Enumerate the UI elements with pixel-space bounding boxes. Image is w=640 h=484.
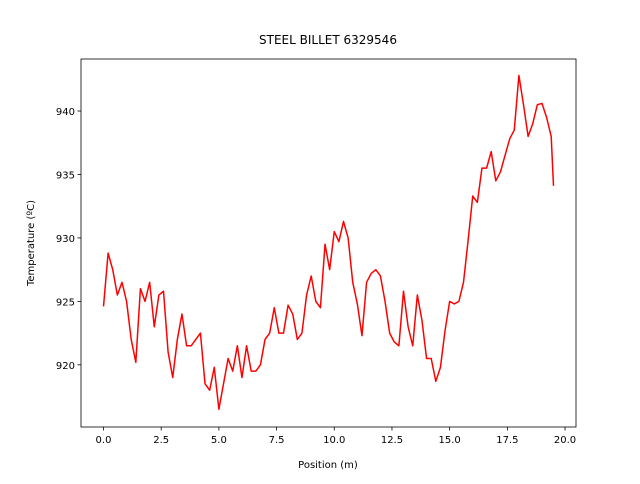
x-tick-label: 17.5 (496, 435, 518, 446)
y-tick-label: 930 (56, 234, 75, 245)
data-line (102, 74, 555, 410)
x-tick-label: 5.0 (211, 435, 227, 446)
y-tick-label: 940 (56, 107, 75, 118)
x-tick-label: 20.0 (554, 435, 576, 446)
x-tick-label: 7.5 (269, 435, 285, 446)
x-tick-label: 0.0 (96, 435, 112, 446)
x-tick-label: 2.5 (153, 435, 169, 446)
y-tick-label: 935 (56, 170, 75, 181)
x-axis-label: Position (m) (298, 460, 358, 471)
x-tick-label: 12.5 (381, 435, 403, 446)
x-tick-label: 10.0 (323, 435, 345, 446)
plot-frame (80, 58, 577, 428)
chart-title: STEEL BILLET 6329546 (259, 33, 397, 47)
y-tick-label: 925 (56, 297, 75, 308)
y-tick-label: 920 (56, 361, 75, 372)
y-axis-label: Temperature (ºC) (26, 200, 37, 287)
x-tick-label: 15.0 (439, 435, 461, 446)
